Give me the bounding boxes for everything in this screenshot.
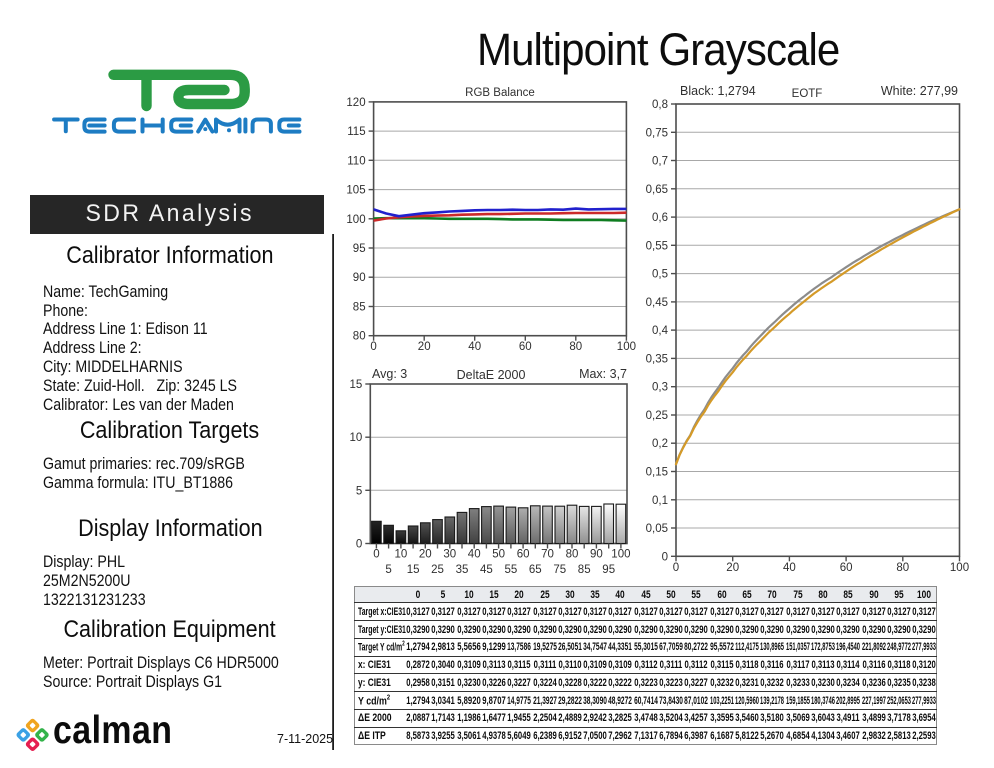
svg-text:100: 100 (346, 214, 365, 226)
svg-text:80: 80 (353, 331, 366, 343)
svg-text:80: 80 (569, 341, 582, 353)
svg-text:0: 0 (370, 341, 376, 353)
svg-text:60: 60 (519, 341, 532, 353)
svg-text:0: 0 (356, 539, 362, 551)
svg-text:95: 95 (602, 564, 615, 576)
svg-text:10: 10 (395, 548, 408, 560)
svg-text:100: 100 (950, 562, 969, 574)
svg-text:115: 115 (347, 126, 365, 138)
svg-text:Black: 1,2794: Black: 1,2794 (680, 84, 756, 98)
svg-text:0,7: 0,7 (652, 156, 668, 168)
svg-text:20: 20 (419, 548, 432, 560)
svg-text:0,3: 0,3 (652, 382, 668, 394)
svg-text:15: 15 (350, 379, 363, 391)
svg-text:0,25: 0,25 (646, 410, 668, 422)
svg-text:0,1: 0,1 (652, 495, 668, 507)
svg-text:0,4: 0,4 (652, 325, 669, 337)
svg-text:0,5: 0,5 (652, 269, 668, 281)
svg-text:0,2: 0,2 (652, 438, 668, 450)
svg-text:White: 277,99: White: 277,99 (881, 84, 958, 98)
svg-text:90: 90 (353, 272, 366, 284)
svg-text:EOTF: EOTF (792, 88, 823, 100)
svg-text:40: 40 (468, 341, 481, 353)
svg-text:20: 20 (418, 341, 431, 353)
svg-text:85: 85 (353, 302, 366, 314)
svg-text:20: 20 (726, 562, 739, 574)
svg-text:0,75: 0,75 (646, 127, 668, 139)
svg-text:0: 0 (373, 548, 379, 560)
svg-text:RGB Balance: RGB Balance (465, 87, 535, 99)
svg-text:0: 0 (662, 551, 668, 563)
svg-text:95: 95 (353, 243, 366, 255)
svg-text:90: 90 (590, 548, 603, 560)
svg-text:80: 80 (896, 562, 909, 574)
svg-text:0: 0 (673, 562, 679, 574)
svg-text:60: 60 (517, 548, 530, 560)
svg-text:5: 5 (385, 564, 391, 576)
svg-text:30: 30 (443, 548, 456, 560)
svg-text:55: 55 (505, 564, 518, 576)
svg-text:0,6: 0,6 (652, 212, 668, 224)
svg-text:120: 120 (346, 97, 365, 109)
svg-text:5: 5 (356, 485, 362, 497)
svg-text:50: 50 (492, 548, 505, 560)
svg-text:0,45: 0,45 (646, 297, 668, 309)
svg-text:Max: 3,7: Max: 3,7 (579, 367, 627, 381)
svg-text:75: 75 (553, 564, 566, 576)
svg-text:100: 100 (611, 548, 630, 560)
svg-text:0,15: 0,15 (646, 467, 668, 479)
svg-text:10: 10 (350, 432, 363, 444)
svg-text:DeltaE 2000: DeltaE 2000 (457, 368, 526, 382)
svg-text:70: 70 (541, 548, 554, 560)
svg-text:105: 105 (346, 185, 365, 197)
svg-text:40: 40 (468, 548, 481, 560)
svg-text:Avg: 3: Avg: 3 (372, 367, 407, 381)
svg-text:0,35: 0,35 (646, 353, 668, 365)
svg-text:110: 110 (347, 155, 365, 167)
svg-text:45: 45 (480, 564, 493, 576)
svg-text:0,55: 0,55 (646, 240, 668, 252)
svg-text:60: 60 (840, 562, 853, 574)
svg-text:35: 35 (456, 564, 469, 576)
svg-text:85: 85 (578, 564, 591, 576)
svg-text:100: 100 (617, 341, 636, 353)
svg-text:0,65: 0,65 (646, 184, 668, 196)
svg-text:0,05: 0,05 (646, 523, 668, 535)
svg-text:0,8: 0,8 (652, 99, 668, 111)
svg-text:40: 40 (783, 562, 796, 574)
svg-text:80: 80 (566, 548, 579, 560)
svg-text:65: 65 (529, 564, 542, 576)
svg-text:25: 25 (431, 564, 444, 576)
svg-text:15: 15 (407, 564, 420, 576)
